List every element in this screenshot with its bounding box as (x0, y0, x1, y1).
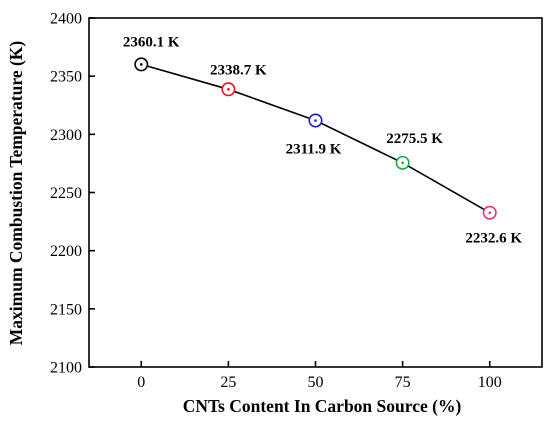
y-axis-title: Maximum Combustion Temperature (K) (6, 41, 26, 346)
x-tick-label: 75 (395, 374, 411, 391)
y-tick-label: 2100 (50, 360, 82, 377)
x-axis-ticks: 0 25 50 75 100 (137, 361, 502, 391)
plot-border (88, 17, 543, 368)
x-axis-title: CNTs Content In Carbon Source (%) (183, 396, 462, 416)
y-tick-label: 2350 (50, 69, 82, 86)
data-point-center-dot (401, 161, 404, 165)
y-tick-label: 2150 (50, 301, 82, 318)
data-label: 2311.9 K (286, 141, 342, 157)
data-labels-layer: 2360.1 K 2338.7 K 2311.9 K 2275.5 K 2232.6 K (123, 34, 522, 246)
data-label: 2338.7 K (210, 62, 267, 78)
y-tick-label: 2250 (50, 185, 82, 202)
data-point-center-dot (488, 211, 492, 215)
y-tick-label: 2300 (50, 127, 82, 144)
data-point-center-dot (139, 63, 143, 66)
data-point-center-dot (314, 119, 317, 122)
y-axis-ticks: 2100 2150 2200 2250 2300 2350 2400 (50, 11, 95, 377)
data-point-center-dot (227, 88, 230, 91)
data-label: 2275.5 K (386, 131, 443, 147)
x-tick-label: 25 (220, 374, 236, 391)
y-tick-label: 2400 (50, 11, 82, 28)
data-label: 2232.6 K (465, 231, 522, 247)
y-tick-label: 2200 (50, 243, 82, 260)
series-layer (134, 57, 497, 220)
x-tick-label: 50 (308, 374, 324, 391)
data-label: 2360.1 K (123, 34, 180, 50)
plot-frame (88, 17, 543, 368)
x-tick-label: 100 (478, 374, 502, 391)
x-tick-label: 0 (137, 374, 145, 391)
